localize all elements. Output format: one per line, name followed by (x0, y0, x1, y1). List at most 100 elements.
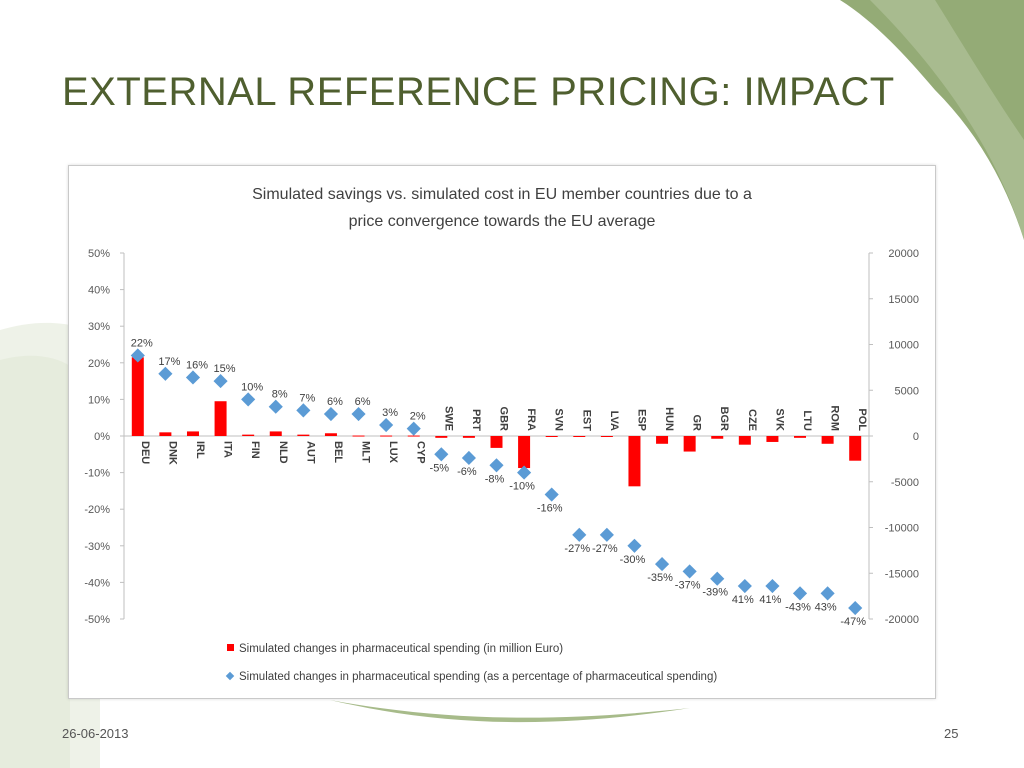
marker-CZE (737, 578, 752, 594)
bar-IRL (186, 431, 199, 436)
category-label: ITA (222, 441, 234, 458)
category-label: LUX (387, 441, 399, 464)
category-label: GR (691, 415, 703, 432)
scatter-series: 22% 17% 16% 15% 10% 8% 7% 6% 6% 3% 2% -5% -6% -8% -10%… (130, 337, 866, 628)
legend-marker-swatch (225, 671, 235, 681)
left-light-swoosh-2 (0, 355, 70, 768)
marker-POL (848, 600, 863, 616)
category-label: LVA (608, 411, 620, 431)
marker-LTU (792, 586, 808, 601)
category-label: FIN (249, 441, 261, 459)
marker-SWE (434, 447, 449, 462)
category-label: SVN (553, 408, 565, 431)
bar-series (131, 357, 862, 487)
footer-date: 26-06-2013 (62, 726, 129, 741)
data-label: -43% (785, 601, 811, 613)
category-label: POL (856, 408, 868, 431)
marker-EST (572, 527, 587, 542)
legend-marker-label: Simulated changes in pharmaceutical spen… (239, 671, 717, 683)
data-label: -39% (702, 587, 728, 599)
marker-CYP (406, 421, 421, 436)
right-tick-label: -5000 (891, 477, 919, 489)
left-tick-label: -20% (84, 504, 110, 516)
chart-axes: 50% 40% 30% 20% 10% 0% -10% -20% -30% -40% -50% 200… (84, 248, 919, 626)
left-tick-label: -50% (84, 614, 110, 626)
category-label: MLT (360, 441, 372, 463)
marker-FIN (241, 392, 256, 407)
data-label: -27% (592, 543, 618, 555)
marker-BEL (323, 406, 339, 422)
category-label: AUT (304, 441, 316, 464)
data-label: -6% (457, 466, 477, 478)
marker-NLD (268, 399, 283, 414)
bar-FIN (242, 434, 255, 436)
data-label: -35% (647, 572, 673, 584)
data-label: 17% (158, 356, 180, 368)
left-tick-label: 30% (88, 321, 110, 333)
left-tick-label: 40% (88, 285, 110, 297)
marker-AUT (296, 403, 311, 418)
bar-MLT (352, 435, 365, 437)
bar-HUN (656, 436, 669, 444)
data-label: 41% (732, 594, 754, 606)
marker-GBR (489, 458, 504, 473)
bar-ESP (628, 436, 641, 487)
chart-svg: Simulated savings vs. simulated cost in … (84, 186, 919, 683)
data-label: -30% (620, 554, 646, 566)
left-tick-label: -10% (84, 468, 110, 480)
category-label: SWE (442, 406, 454, 431)
bar-SVK (766, 436, 779, 442)
category-label: ESP (635, 409, 647, 431)
top-right-green-swoosh (840, 0, 1024, 240)
data-label: -8% (485, 473, 505, 485)
page-number: 25 (944, 726, 959, 741)
data-label: 3% (382, 407, 398, 419)
bar-LUX (380, 435, 393, 437)
left-tick-label: 10% (88, 394, 110, 406)
marker-BGR (710, 571, 725, 586)
bar-AUT (297, 434, 310, 436)
marker-PRT (461, 450, 476, 466)
left-tick-label: 20% (88, 358, 110, 370)
left-tick-label: -40% (84, 577, 110, 589)
marker-SVN (544, 487, 559, 502)
marker-LVA (599, 527, 614, 542)
bar-CYP (407, 435, 420, 437)
category-label: BEL (332, 441, 344, 463)
category-label: CYP (415, 441, 427, 464)
category-label: FRA (525, 408, 537, 431)
left-tick-label: 0% (94, 431, 110, 443)
data-label: 2% (410, 411, 426, 423)
right-tick-label: 5000 (895, 385, 919, 397)
data-label: 10% (241, 381, 263, 393)
marker-HUN (654, 557, 670, 572)
category-label: ROM (829, 405, 841, 431)
data-label: 41% (759, 594, 781, 606)
bar-DEU (131, 357, 144, 436)
data-label: -37% (675, 579, 701, 591)
category-label: SVK (773, 408, 785, 431)
bar-SWE (435, 436, 448, 438)
right-tick-label: -15000 (885, 568, 919, 580)
data-label: 22% (131, 337, 153, 349)
category-label: CZE (746, 409, 758, 431)
bar-POL (849, 436, 862, 461)
data-label: -10% (509, 481, 535, 493)
marker-DNK (158, 366, 173, 381)
data-label: -16% (537, 503, 563, 515)
top-right-light-swoosh (870, 0, 1024, 240)
category-label: BGR (718, 407, 730, 432)
bar-PRT (462, 436, 475, 438)
category-label: EST (580, 410, 592, 432)
data-label: -27% (564, 543, 590, 555)
marker-ESP (627, 538, 642, 553)
data-label: -5% (430, 462, 450, 474)
marker-MLT (351, 406, 366, 422)
bar-BEL (324, 433, 337, 436)
marker-IRL (185, 370, 201, 385)
category-labels: DEU DNK IRL ITA FIN NLD AUT BEL MLT LUX CYP SWE PRT G… (139, 405, 868, 465)
left-tick-label: -30% (84, 541, 110, 553)
data-label: 7% (299, 392, 315, 404)
marker-GR (682, 564, 697, 579)
chart-title-line-2: price convergence towards the EU average (349, 213, 656, 230)
